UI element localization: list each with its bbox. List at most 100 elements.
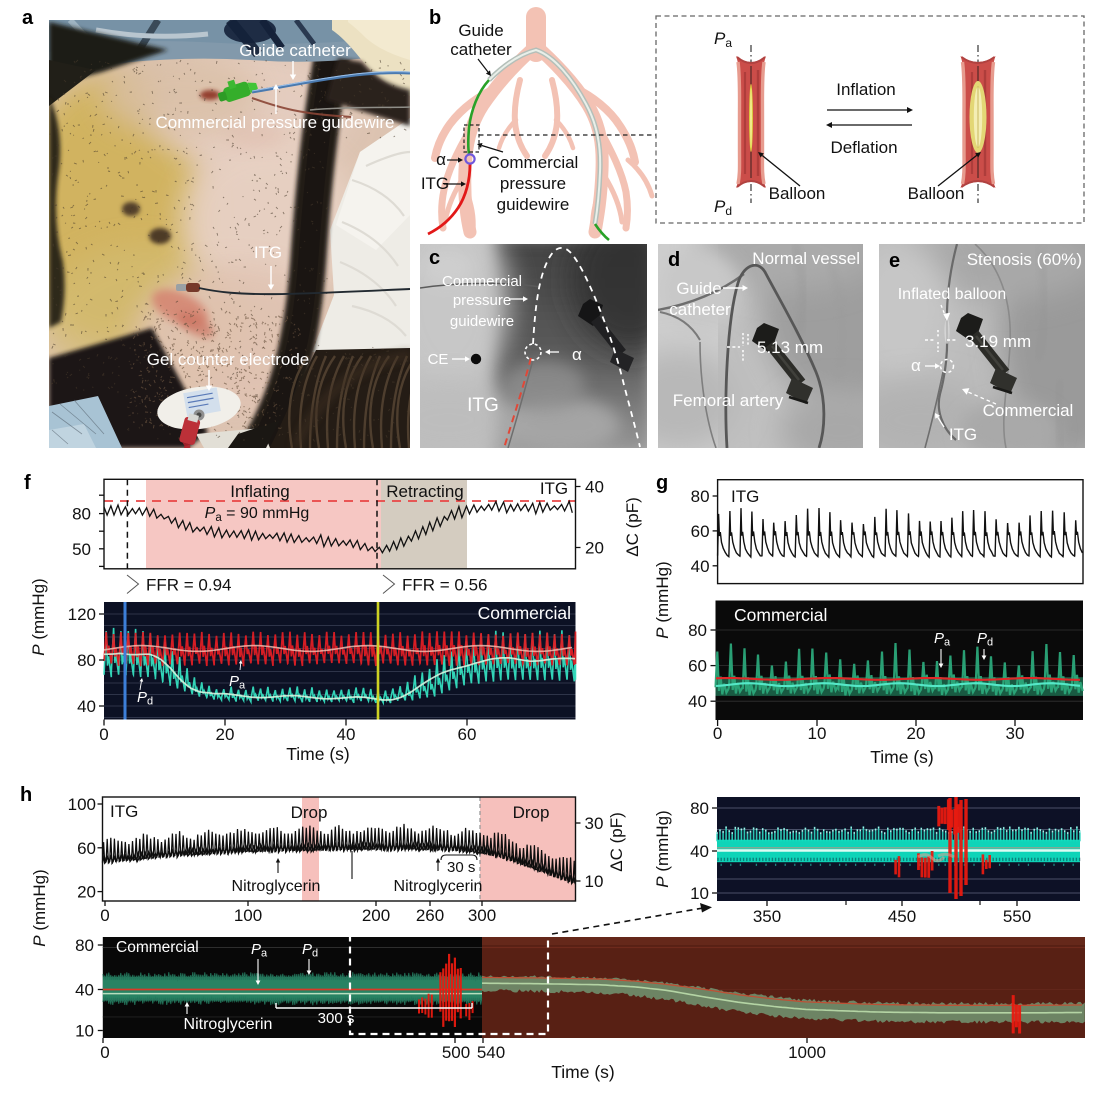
svg-text:Pa = 90 mmHg: Pa = 90 mmHg xyxy=(205,505,310,524)
svg-text:Pa: Pa xyxy=(251,941,268,960)
svg-text:80: 80 xyxy=(690,799,709,818)
svg-text:Pa: Pa xyxy=(934,630,951,649)
svg-text:Commercial: Commercial xyxy=(488,153,579,172)
svg-text:260: 260 xyxy=(416,906,444,925)
svg-text:Guide: Guide xyxy=(458,21,503,40)
svg-text:Commercial: Commercial xyxy=(478,603,571,623)
svg-text:ITG: ITG xyxy=(467,395,499,416)
svg-text:300 s: 300 s xyxy=(318,1010,355,1027)
svg-text:CE: CE xyxy=(428,351,449,368)
svg-text:Retracting: Retracting xyxy=(386,482,463,501)
svg-text:450: 450 xyxy=(888,907,916,926)
svg-text:1000: 1000 xyxy=(788,1043,826,1062)
svg-text:500: 500 xyxy=(442,1043,470,1062)
svg-text:α: α xyxy=(436,150,446,169)
svg-text:Nitroglycerin: Nitroglycerin xyxy=(394,878,483,895)
svg-text:Pd: Pd xyxy=(137,689,153,708)
svg-text:40: 40 xyxy=(690,842,709,861)
svg-text:catheter: catheter xyxy=(669,300,731,319)
svg-text:a: a xyxy=(22,7,34,29)
svg-text:FFR = 0.56: FFR = 0.56 xyxy=(402,576,488,595)
svg-text:ITG: ITG xyxy=(421,174,449,193)
svg-text:guidewire: guidewire xyxy=(450,313,514,330)
svg-text:0: 0 xyxy=(100,1043,109,1062)
svg-text:60: 60 xyxy=(77,839,96,858)
svg-text:pressure: pressure xyxy=(500,174,566,193)
svg-text:Commercial: Commercial xyxy=(442,273,522,290)
svg-text:10: 10 xyxy=(808,724,827,743)
svg-text:Balloon: Balloon xyxy=(908,184,965,203)
svg-text:20: 20 xyxy=(585,539,604,558)
svg-text:80: 80 xyxy=(72,505,91,524)
svg-text:60: 60 xyxy=(458,725,477,744)
svg-text:0: 0 xyxy=(100,906,109,925)
svg-text:FFR = 0.94: FFR = 0.94 xyxy=(146,576,232,595)
svg-text:ITG: ITG xyxy=(731,487,759,506)
svg-text:120: 120 xyxy=(68,605,96,624)
svg-text:Pa: Pa xyxy=(229,673,246,692)
svg-text:40: 40 xyxy=(337,725,356,744)
svg-text:0: 0 xyxy=(99,725,108,744)
svg-text:Balloon: Balloon xyxy=(769,184,826,203)
svg-text:h: h xyxy=(20,784,32,806)
svg-text:350: 350 xyxy=(753,907,781,926)
svg-text:Time (s): Time (s) xyxy=(286,744,350,764)
svg-text:g: g xyxy=(656,472,668,494)
svg-text:30: 30 xyxy=(585,814,604,833)
svg-text:20: 20 xyxy=(77,883,96,902)
svg-text:10: 10 xyxy=(75,1022,94,1041)
svg-text:Commercial: Commercial xyxy=(983,401,1074,420)
svg-text:60: 60 xyxy=(688,657,707,676)
svg-text:80: 80 xyxy=(75,936,94,955)
svg-text:P (mmHg): P (mmHg) xyxy=(653,561,672,638)
svg-text:catheter: catheter xyxy=(450,40,512,59)
svg-text:Deflation: Deflation xyxy=(830,138,897,157)
svg-text:Pd: Pd xyxy=(977,630,993,649)
svg-text:ITG: ITG xyxy=(540,479,568,498)
svg-text:Gel counter electrode: Gel counter electrode xyxy=(147,350,310,369)
svg-text:Inflated balloon: Inflated balloon xyxy=(898,286,1007,303)
svg-text:0: 0 xyxy=(713,724,722,743)
svg-text:Pa: Pa xyxy=(714,29,732,50)
svg-text:Guide catheter: Guide catheter xyxy=(239,41,351,60)
svg-text:100: 100 xyxy=(234,906,262,925)
svg-text:3.19 mm: 3.19 mm xyxy=(965,332,1031,351)
svg-text:40: 40 xyxy=(77,697,96,716)
svg-text:α: α xyxy=(911,356,921,375)
svg-text:80: 80 xyxy=(77,651,96,670)
svg-text:e: e xyxy=(889,250,900,272)
svg-text:Inflation: Inflation xyxy=(836,80,896,99)
svg-text:Drop: Drop xyxy=(513,803,550,822)
svg-text:f: f xyxy=(24,472,31,494)
svg-text:pressure: pressure xyxy=(453,292,511,309)
svg-text:Time (s): Time (s) xyxy=(870,747,934,767)
svg-text:b: b xyxy=(429,7,441,29)
svg-text:80: 80 xyxy=(688,621,707,640)
svg-text:30 s: 30 s xyxy=(447,859,475,876)
svg-text:Nitroglycerin: Nitroglycerin xyxy=(184,1016,273,1033)
svg-text:P (mmHg): P (mmHg) xyxy=(653,810,672,887)
svg-text:10: 10 xyxy=(585,872,604,891)
svg-text:d: d xyxy=(668,249,680,271)
svg-text:Guide: Guide xyxy=(676,279,721,298)
svg-text:5.13 mm: 5.13 mm xyxy=(757,338,823,357)
svg-text:Pd: Pd xyxy=(714,197,732,218)
svg-text:Commercial pressure guidewire: Commercial pressure guidewire xyxy=(155,113,394,132)
svg-text:Nitroglycerin: Nitroglycerin xyxy=(232,878,321,895)
svg-text:Stenosis (60%): Stenosis (60%) xyxy=(967,250,1082,269)
svg-text:40: 40 xyxy=(585,478,604,497)
svg-text:200: 200 xyxy=(362,906,390,925)
svg-text:540: 540 xyxy=(477,1043,505,1062)
svg-text:40: 40 xyxy=(688,692,707,711)
svg-text:P (mmHg): P (mmHg) xyxy=(30,869,49,946)
svg-text:guidewire: guidewire xyxy=(497,195,570,214)
svg-text:Pd: Pd xyxy=(302,941,318,960)
svg-text:Normal vessel: Normal vessel xyxy=(752,249,860,268)
svg-text:c: c xyxy=(429,247,440,269)
svg-text:ΔC (pF): ΔC (pF) xyxy=(623,497,642,557)
svg-text:P (mmHg): P (mmHg) xyxy=(29,578,48,655)
svg-text:Commercial: Commercial xyxy=(116,939,199,956)
svg-text:α: α xyxy=(572,345,582,364)
svg-text:ITG: ITG xyxy=(949,425,977,444)
svg-text:ITG: ITG xyxy=(110,802,138,821)
